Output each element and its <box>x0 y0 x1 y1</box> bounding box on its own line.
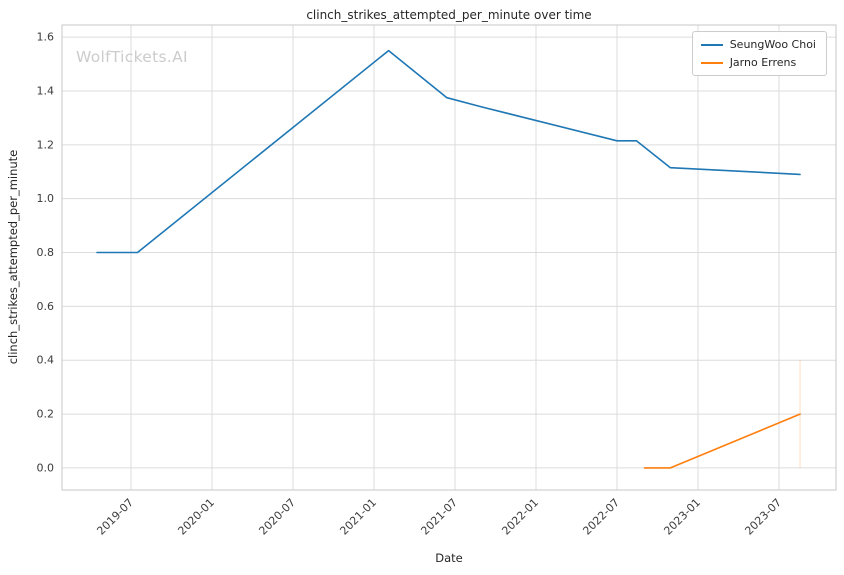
x-tick-label: 2023-07 <box>742 496 784 538</box>
y-tick-label: 1.4 <box>37 84 55 97</box>
x-tick-label: 2021-01 <box>337 496 379 538</box>
x-tick-label: 2021-07 <box>418 496 460 538</box>
legend-line-swatch <box>700 61 723 64</box>
legend-label: Jarno Errens <box>729 56 797 69</box>
y-axis-label: clinch_strikes_attempted_per_minute <box>6 149 20 365</box>
x-tick-label: 2022-07 <box>580 496 622 538</box>
legend-line-swatch <box>700 43 723 46</box>
x-tick-label: 2020-07 <box>256 496 298 538</box>
watermark: WolfTickets.AI <box>76 48 188 66</box>
y-tick-label: 0.0 <box>37 461 55 474</box>
y-tick-label: 1.2 <box>37 138 55 151</box>
y-tick-label: 0.4 <box>37 354 55 367</box>
series-line <box>96 49 801 254</box>
y-tick-label: 1.0 <box>37 192 55 205</box>
legend-item: Jarno Errens <box>700 56 816 69</box>
legend: SeungWoo Choi Jarno Errens <box>691 31 827 76</box>
series-line <box>643 413 801 469</box>
legend-label: SeungWoo Choi <box>729 38 816 51</box>
y-tick-label: 0.2 <box>37 408 55 421</box>
y-tick-label: 0.6 <box>37 300 55 313</box>
chart-title: clinch_strikes_attempted_per_minute over… <box>306 8 592 22</box>
x-tick-label: 2020-01 <box>175 496 217 538</box>
x-tick-label: 2022-01 <box>499 496 541 538</box>
x-tick-label: 2023-01 <box>661 496 703 538</box>
y-tick-label: 1.6 <box>37 31 55 44</box>
x-axis-label: Date <box>435 551 463 565</box>
legend-item: SeungWoo Choi <box>700 38 816 51</box>
y-tick-label: 0.8 <box>37 246 55 259</box>
x-tick-label: 2019-07 <box>94 496 136 538</box>
